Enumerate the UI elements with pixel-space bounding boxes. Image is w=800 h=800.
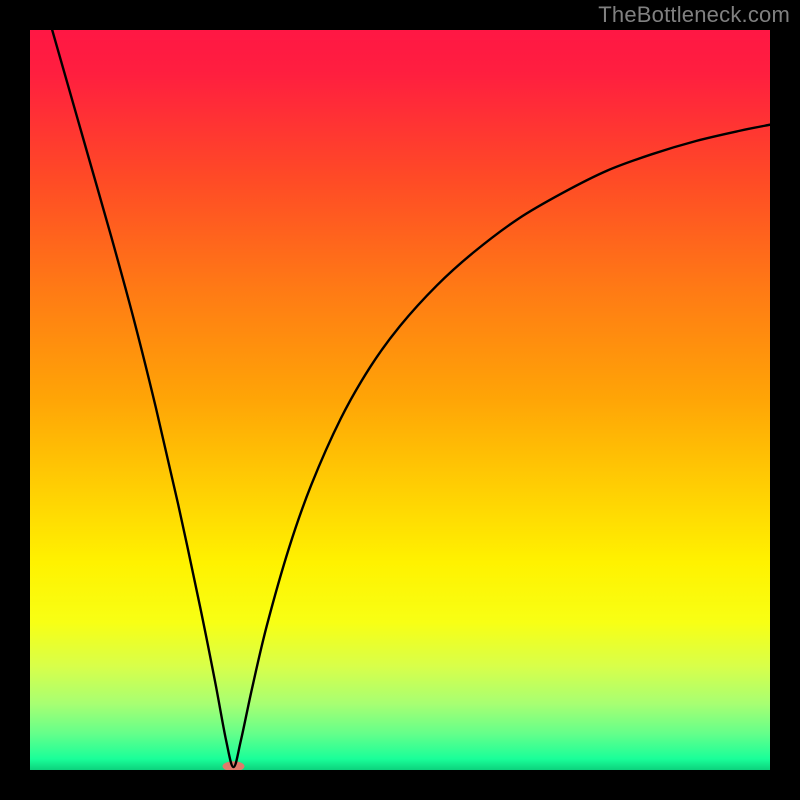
gradient-background [30, 30, 770, 770]
bottleneck-chart [0, 0, 800, 800]
chart-container: TheBottleneck.com [0, 0, 800, 800]
